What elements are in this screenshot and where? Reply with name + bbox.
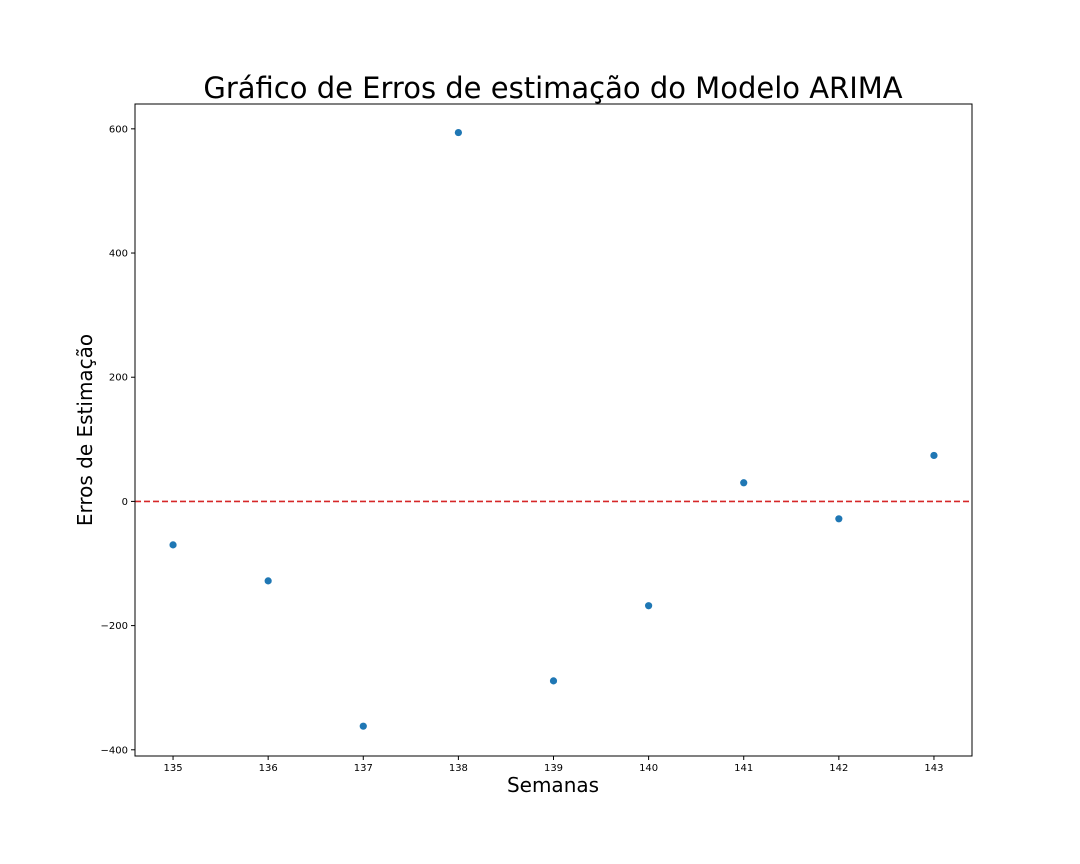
chart-title: Gráfico de Erros de estimação do Modelo … [203, 71, 902, 105]
y-tick-label: 0 [122, 497, 128, 508]
x-tick-label: 135 [163, 763, 182, 774]
data-point [549, 677, 558, 685]
x-tick-label: 137 [354, 763, 373, 774]
y-tick-label: 600 [109, 124, 128, 135]
x-tick-label: 138 [449, 763, 468, 774]
data-point [454, 128, 462, 137]
x-axis-label: Semanas [507, 773, 599, 797]
x-tick-label: 143 [924, 763, 943, 774]
data-point [645, 602, 653, 610]
data-point [740, 479, 748, 487]
data-point [359, 722, 367, 730]
x-tick-label: 139 [544, 763, 563, 774]
data-point [835, 515, 843, 523]
y-tick-label: −200 [101, 621, 128, 632]
data-point [930, 451, 938, 460]
data-point [169, 541, 177, 549]
y-tick-label: 200 [109, 373, 128, 384]
data-point [264, 577, 272, 585]
x-tick-label: 142 [829, 763, 848, 774]
axes-frame [134, 103, 973, 757]
x-tick-label: 136 [259, 763, 278, 774]
x-tick-label: 141 [734, 763, 753, 774]
y-axis-label: Erros de Estimação [73, 334, 97, 526]
y-tick-label: −400 [101, 745, 128, 756]
y-tick-label: 400 [109, 249, 128, 260]
x-tick-label: 140 [639, 763, 658, 774]
plot-area: 135 136 137 138 139 140 141 142 143 −400 −200 0 200 4… [101, 103, 973, 774]
